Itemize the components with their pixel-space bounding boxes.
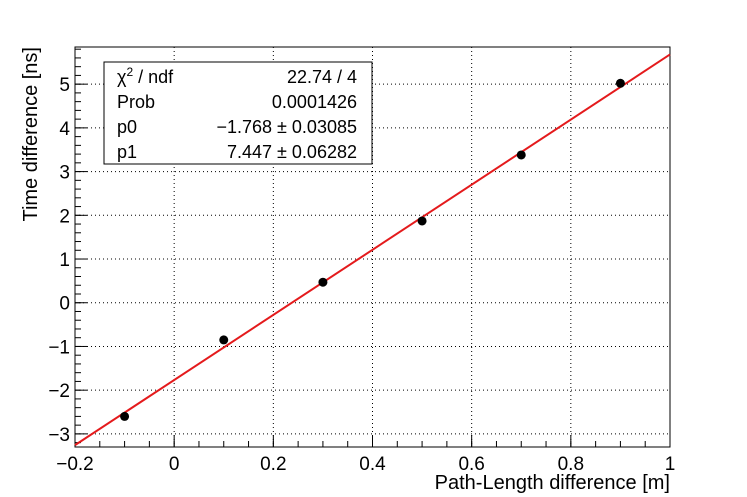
stats-box: χ2 / ndf 22.74 / 4 Prob 0.0001426 p0 −1.… <box>103 61 373 165</box>
stats-box-frame <box>103 61 373 165</box>
stats-label-p0: p0 <box>117 117 137 137</box>
x-tick-label: 0.6 <box>458 454 484 475</box>
y-tick-label: 1 <box>59 250 70 271</box>
y-tick-label: −1 <box>48 337 70 358</box>
stats-value-p0: −1.768 ± 0.03085 <box>216 117 357 137</box>
x-tick-label: 1 <box>665 454 676 475</box>
stats-chi-symbol: χ <box>117 67 127 87</box>
x-tick-label: 0.4 <box>359 454 386 475</box>
stats-chi-ndf: / ndf <box>133 67 174 87</box>
x-tick-label: 0.8 <box>558 454 584 475</box>
y-tick-label: −2 <box>48 381 70 402</box>
data-point <box>417 216 427 226</box>
stats-label-p1: p1 <box>117 142 137 162</box>
data-point <box>318 277 328 287</box>
data-point <box>219 335 229 345</box>
x-tick-label: 0.2 <box>260 454 286 475</box>
x-tick-label: −0.2 <box>56 454 94 475</box>
stats-value-p1: 7.447 ± 0.06282 <box>227 142 357 162</box>
x-tick-label: 0 <box>169 454 180 475</box>
y-axis-title: Time difference [ns] <box>20 47 42 222</box>
data-point <box>516 150 526 160</box>
x-axis-title: Path-Length difference [m] <box>435 472 670 494</box>
y-tick-label: 4 <box>59 119 70 140</box>
stats-value-chi2: 22.74 / 4 <box>287 67 357 87</box>
data-point <box>120 411 130 421</box>
y-tick-label: 5 <box>59 75 70 96</box>
tick-labels: −0.2 0 0.2 0.4 0.6 0.8 1 −3 −2 −1 0 1 2 3 4 5 <box>48 75 675 475</box>
stats-label-chi2: χ2 / ndf <box>117 65 174 87</box>
y-tick-label: 2 <box>59 206 70 227</box>
grid <box>75 47 670 447</box>
axis-ticks <box>74 48 671 447</box>
y-tick-label: −3 <box>48 425 70 446</box>
fit-line <box>74 53 671 446</box>
data-point <box>615 78 625 88</box>
stats-value-prob: 0.0001426 <box>272 92 357 112</box>
data-points <box>120 78 625 421</box>
stats-chi-superscript: 2 <box>126 65 133 79</box>
y-tick-label: 0 <box>59 294 70 315</box>
stats-label-prob: Prob <box>117 92 155 112</box>
y-tick-label: 3 <box>59 163 70 184</box>
